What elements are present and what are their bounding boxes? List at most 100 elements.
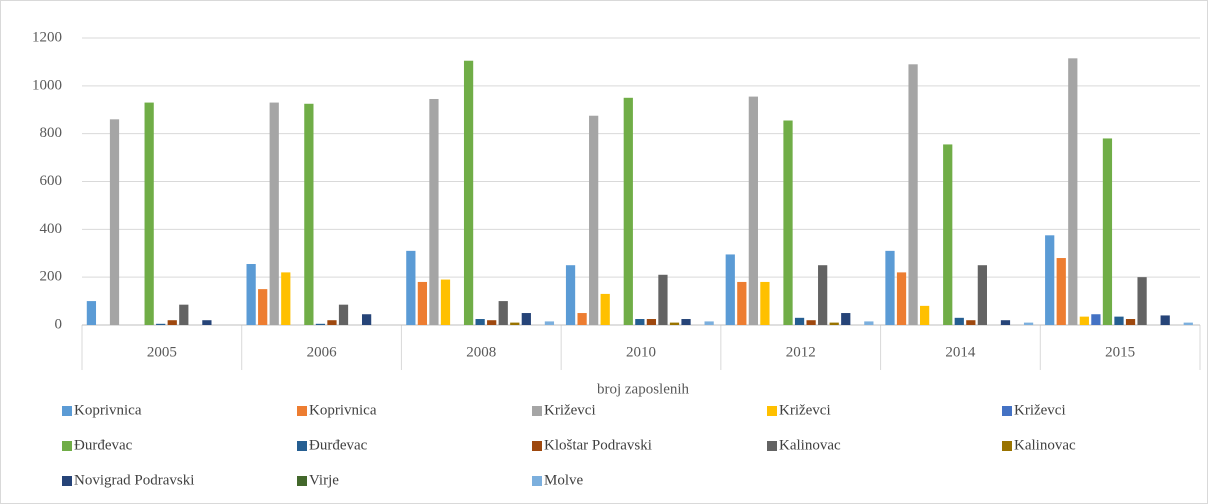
bar: [246, 264, 256, 325]
bar: [475, 319, 485, 325]
bar: [258, 289, 268, 325]
bar: [406, 250, 416, 325]
bar: [565, 265, 576, 325]
legend-label: Koprivnica: [309, 402, 377, 418]
bar: [463, 60, 474, 326]
bar: [1056, 258, 1066, 325]
bar: [920, 305, 930, 325]
x-tick-label: 2014: [945, 344, 976, 360]
bar: [156, 323, 166, 325]
legend-label: Križevci: [544, 402, 596, 418]
bar: [864, 321, 874, 325]
bar: [1114, 316, 1124, 325]
bar: [1137, 277, 1147, 325]
bar: [487, 320, 497, 325]
bar: [577, 313, 587, 325]
bar: [725, 254, 735, 325]
bar: [144, 102, 154, 325]
y-tick-label: 1200: [32, 29, 62, 45]
y-tick-label: 1000: [32, 77, 62, 93]
bar: [315, 323, 326, 325]
legend-label: Đurđevac: [74, 437, 133, 453]
bar: [954, 317, 964, 325]
bar: [1068, 58, 1078, 326]
bar: [977, 265, 987, 325]
legend-label: Virje: [309, 472, 339, 488]
bar: [429, 98, 439, 325]
x-tick-label: 2005: [147, 344, 177, 360]
bar: [760, 281, 770, 325]
bar: [1125, 319, 1136, 325]
bar: [1079, 316, 1089, 325]
bar: [681, 319, 691, 325]
bar: [669, 322, 680, 325]
legend-label: Kalinovac: [779, 437, 841, 453]
legend-label: Đurđevac: [309, 437, 368, 453]
legend-swatch: [767, 441, 777, 451]
y-tick-label: 200: [40, 269, 63, 285]
bar: [1160, 315, 1170, 325]
legend-swatch: [62, 406, 72, 416]
bar: [498, 301, 508, 325]
bar: [806, 320, 816, 325]
bar: [885, 250, 895, 325]
bar: [646, 319, 657, 325]
legend-swatch: [1002, 441, 1012, 451]
bar: [943, 144, 953, 325]
bar: [417, 281, 428, 325]
bar: [1045, 235, 1055, 325]
legend-label: Križevci: [1014, 402, 1066, 418]
legend-swatch: [62, 441, 72, 451]
bar: [202, 320, 212, 325]
bar: [109, 119, 120, 325]
bar: [829, 322, 839, 325]
legend-label: Molve: [544, 472, 584, 488]
bar: [658, 274, 668, 325]
bar: [600, 293, 610, 325]
bar: [1091, 314, 1101, 325]
bar: [818, 265, 828, 325]
bar: [794, 317, 805, 325]
legend-label: Kalinovac: [1014, 437, 1076, 453]
x-tick-label: 2006: [307, 344, 338, 360]
legend-label: Kloštar Podravski: [544, 437, 652, 453]
legend-swatch: [297, 441, 307, 451]
bar: [281, 272, 291, 325]
legend-swatch: [532, 406, 542, 416]
bar: [86, 301, 97, 325]
legend-swatch: [62, 476, 72, 486]
bar: [510, 322, 520, 325]
y-tick-label: 400: [40, 221, 63, 237]
legend-swatch: [532, 476, 542, 486]
y-tick-label: 0: [55, 316, 63, 332]
bar: [1102, 138, 1113, 325]
bar: [623, 97, 633, 326]
bar: [737, 281, 747, 325]
bar: [635, 319, 645, 325]
legend-swatch: [297, 476, 307, 486]
bar: [1183, 322, 1193, 325]
legend-label: Križevci: [779, 402, 831, 418]
legend-swatch: [767, 406, 777, 416]
bar: [544, 321, 555, 325]
y-tick-label: 800: [40, 125, 63, 141]
y-tick-label: 600: [40, 173, 63, 189]
legend-swatch: [297, 406, 307, 416]
x-tick-label: 2012: [786, 344, 816, 360]
bar: [338, 304, 349, 325]
legend-swatch: [532, 441, 542, 451]
bar: [327, 320, 337, 325]
legend: Koprivnica Koprivnica Križevci Križevci Križ…: [62, 402, 1076, 488]
bar: [1023, 322, 1034, 325]
bar: [589, 115, 599, 326]
x-axis-title: broj zaposlenih: [597, 381, 690, 397]
bar: [167, 320, 177, 325]
bar: [966, 320, 976, 325]
x-tick-label: 2015: [1105, 344, 1135, 360]
bar: [521, 313, 531, 325]
bar: [1000, 320, 1011, 325]
bar: [748, 96, 758, 326]
bar: [304, 103, 314, 325]
